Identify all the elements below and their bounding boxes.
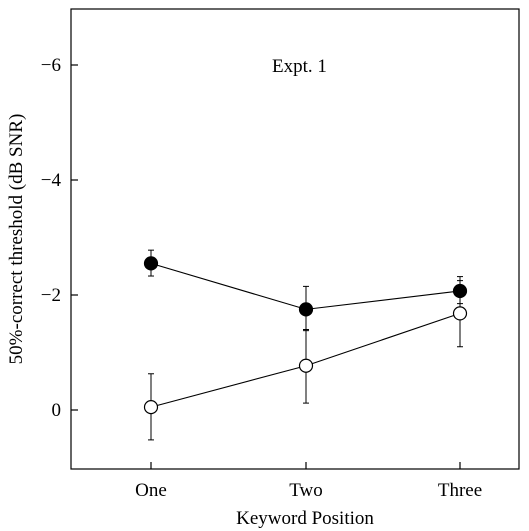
- plot-frame: [70, 8, 520, 470]
- y-axis-title: 50%-correct threshold (dB SNR): [6, 114, 27, 365]
- x-axis-ticks: One Two Three: [135, 462, 482, 501]
- x-axis-title: Keyword Position: [236, 508, 374, 529]
- y-tick-label: −2: [41, 285, 61, 306]
- x-tick-label: Two: [289, 480, 323, 501]
- series-layer: [143, 249, 468, 441]
- data-point: [298, 302, 314, 317]
- chart-annotation: Expt. 1: [272, 56, 327, 77]
- y-tick-label: 0: [52, 400, 62, 421]
- y-tick-label: −6: [41, 55, 61, 76]
- data-point: [143, 400, 159, 415]
- x-tick-label: One: [135, 480, 167, 501]
- data-point: [298, 358, 314, 373]
- series-2: [143, 280, 468, 441]
- x-tick-label: Three: [438, 480, 482, 501]
- data-point: [143, 256, 159, 271]
- data-point: [452, 306, 468, 321]
- series-1: [143, 249, 468, 332]
- y-tick-label: −4: [41, 170, 62, 191]
- y-axis-ticks: 0 −2 −4 −6: [41, 55, 78, 421]
